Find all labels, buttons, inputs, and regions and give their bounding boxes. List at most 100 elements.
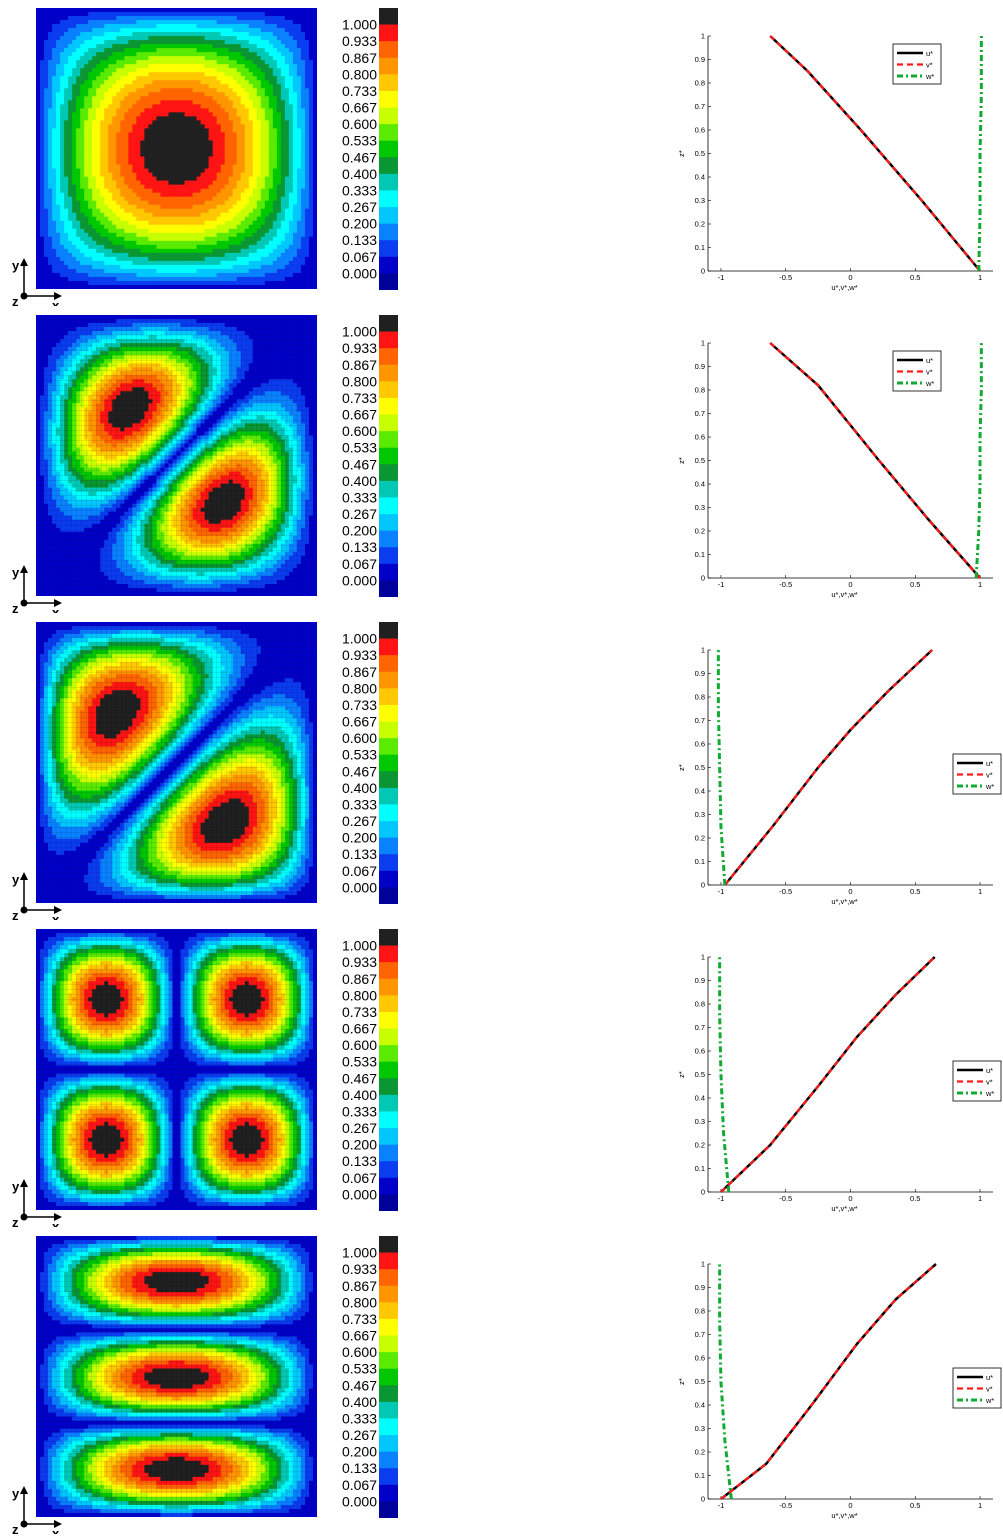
contour-cell [308, 84, 314, 89]
contour-cell [180, 172, 185, 177]
contour-cell [144, 168, 149, 173]
contour-cell [72, 64, 77, 69]
contour-cell [268, 96, 274, 101]
contour-cell [232, 56, 238, 61]
contour-cell [152, 16, 157, 21]
contour-cell [172, 56, 177, 61]
contour-cell [116, 184, 121, 190]
contour-cell [308, 236, 314, 242]
contour-cell [48, 116, 53, 121]
contour-cell [72, 232, 77, 238]
contour-cell [224, 160, 230, 165]
contour-cell [96, 220, 101, 226]
contour-cell [96, 216, 101, 222]
contour-cell [276, 112, 282, 117]
contour-cell [284, 28, 290, 33]
contour-cell [56, 144, 61, 149]
contour-cell [300, 108, 306, 113]
contour-cell [40, 156, 45, 161]
contour-cell [228, 124, 234, 129]
contour-cell [256, 68, 262, 73]
contour-cell [184, 48, 189, 53]
contour-cell [248, 72, 254, 77]
contour-cell [264, 256, 270, 262]
contour-cell [132, 212, 137, 218]
contour-cell [264, 200, 270, 206]
contour-cell [100, 136, 105, 141]
contour-cell [216, 220, 222, 226]
contour-cell [88, 76, 93, 81]
contour-cell [52, 252, 57, 258]
contour-cell [56, 152, 61, 157]
contour-cell [88, 56, 93, 61]
contour-cell [300, 44, 306, 49]
contour-cell [196, 172, 201, 177]
contour-cell [152, 284, 157, 289]
contour-cell [252, 188, 258, 194]
contour-cell [240, 80, 246, 85]
contour-cell [116, 168, 121, 173]
contour-cell [268, 164, 274, 169]
contour-cell [64, 32, 69, 37]
contour-cell [304, 120, 310, 125]
contour-cell [212, 32, 218, 37]
contour-cell [296, 96, 302, 101]
contour-cell [208, 16, 214, 21]
contour-cell [84, 12, 89, 17]
contour-cell [208, 124, 214, 129]
contour-cell [88, 268, 93, 274]
contour-cell [268, 36, 274, 41]
contour-cell [288, 56, 294, 61]
contour-cell [156, 112, 161, 117]
contour-cell [264, 80, 270, 85]
contour-cell [172, 184, 177, 190]
contour-cell [280, 128, 286, 133]
contour-cell [188, 208, 193, 214]
contour-cell [164, 40, 169, 45]
contour-cell [68, 36, 73, 41]
contour-cell [220, 196, 226, 202]
contour-cell [120, 200, 125, 206]
contour-cell [124, 16, 129, 21]
contour-cell [176, 12, 181, 17]
contour-cell [120, 240, 125, 246]
z-axis-dot-icon [20, 292, 28, 300]
contour-cell [280, 176, 286, 182]
contour-cell [216, 164, 222, 169]
contour-cell [172, 212, 177, 218]
contour-cell [300, 76, 306, 81]
contour-cell [176, 260, 181, 266]
contour-cell [208, 20, 214, 25]
contour-cell [64, 40, 69, 45]
contour-cell [284, 180, 290, 186]
contour-cell [212, 124, 218, 129]
contour-cell [120, 72, 125, 77]
contour-cell [40, 32, 45, 37]
contour-cell [256, 96, 262, 101]
contour-cell [244, 44, 250, 49]
contour-cell [64, 20, 69, 25]
contour-cell [308, 72, 314, 77]
colorbar-tick-label: 0.733 [342, 83, 377, 99]
contour-cell [96, 64, 101, 69]
contour-cell [252, 96, 258, 101]
contour-cell [288, 216, 294, 222]
contour-cell [276, 176, 282, 182]
contour-cell [304, 244, 310, 250]
contour-cell [264, 100, 270, 105]
contour-cell [280, 76, 286, 81]
colorbar-tick-label: 0.933 [342, 33, 377, 49]
contour-cell [236, 60, 242, 65]
contour-cell [80, 272, 85, 278]
contour-cell [36, 16, 41, 21]
contour-cell [212, 212, 218, 218]
contour-cell [252, 76, 258, 81]
contour-cell [108, 268, 113, 274]
contour-cell [56, 180, 61, 186]
contour-cell [88, 32, 93, 37]
contour-cell [312, 16, 317, 21]
contour-cell [184, 248, 189, 254]
contour-cell [48, 148, 53, 153]
contour-cell [48, 212, 53, 218]
contour-cell [44, 156, 49, 161]
